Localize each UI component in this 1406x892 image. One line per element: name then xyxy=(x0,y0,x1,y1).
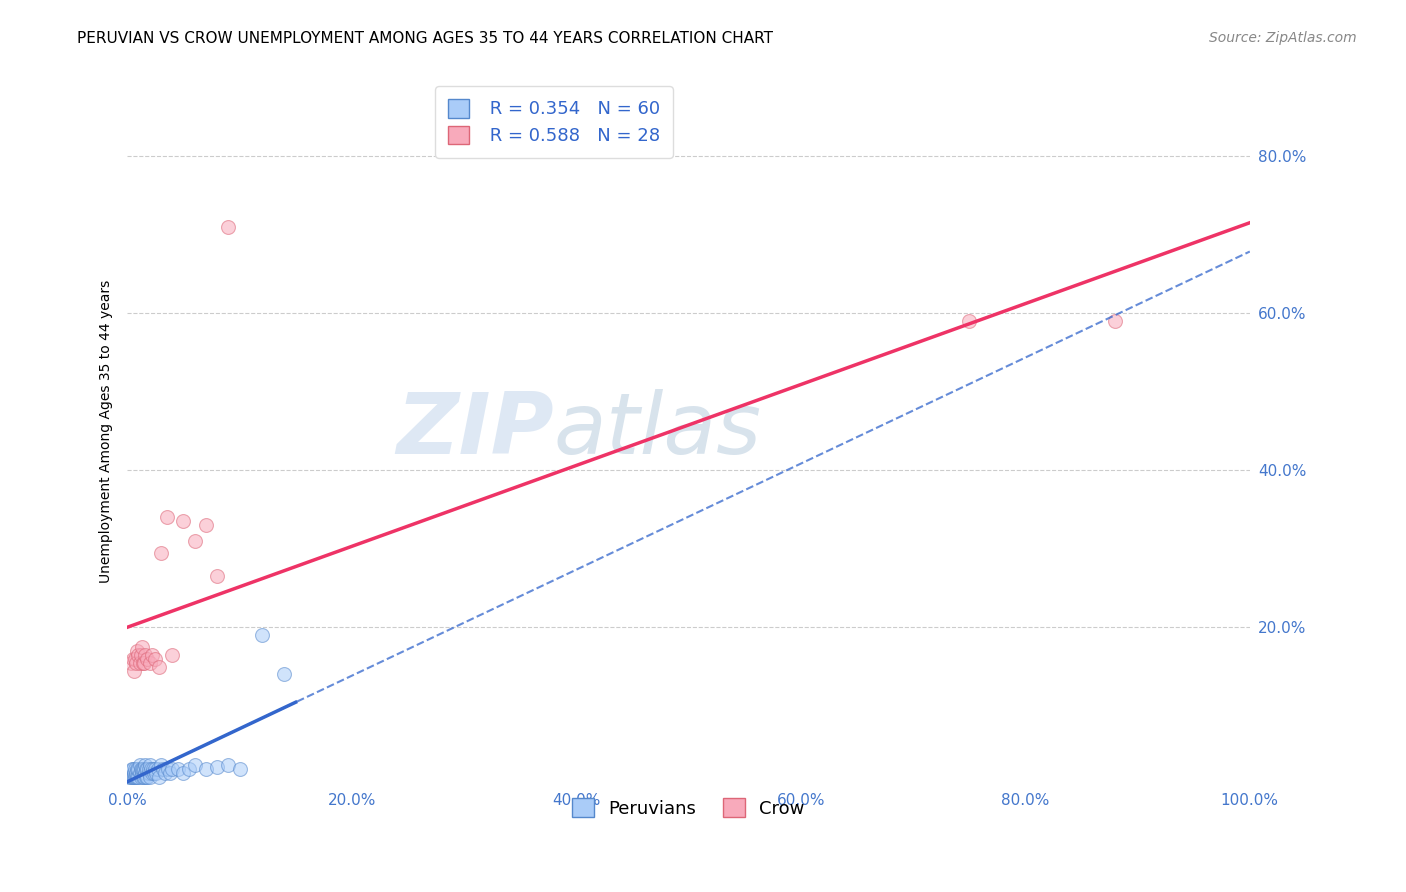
Point xyxy=(134,765,156,780)
Point xyxy=(138,770,160,784)
Point xyxy=(132,762,155,776)
Point xyxy=(128,656,150,670)
Text: PERUVIAN VS CROW UNEMPLOYMENT AMONG AGES 35 TO 44 YEARS CORRELATION CHART: PERUVIAN VS CROW UNEMPLOYMENT AMONG AGES… xyxy=(77,31,773,46)
Point xyxy=(138,765,160,780)
Point xyxy=(134,648,156,662)
Point xyxy=(127,762,149,776)
Point xyxy=(139,762,162,776)
Point xyxy=(250,628,273,642)
Point xyxy=(128,757,150,772)
Point xyxy=(127,762,149,776)
Point xyxy=(146,762,169,776)
Point xyxy=(120,656,142,670)
Point xyxy=(127,644,149,658)
Point xyxy=(127,770,149,784)
Point xyxy=(149,757,172,772)
Legend: Peruvians, Crow: Peruvians, Crow xyxy=(565,791,813,825)
Point xyxy=(125,656,148,670)
Text: atlas: atlas xyxy=(554,390,762,473)
Point xyxy=(135,770,157,784)
Point xyxy=(228,762,250,776)
Point xyxy=(121,762,143,776)
Point xyxy=(132,656,155,670)
Point xyxy=(128,765,150,780)
Point xyxy=(122,664,145,678)
Point xyxy=(205,569,228,583)
Point xyxy=(138,757,160,772)
Point xyxy=(134,757,156,772)
Point xyxy=(124,652,146,666)
Point xyxy=(132,762,155,776)
Point xyxy=(155,765,177,780)
Point xyxy=(129,762,152,776)
Point xyxy=(122,765,145,780)
Point xyxy=(149,546,172,560)
Point xyxy=(166,762,188,776)
Point xyxy=(138,656,160,670)
Point xyxy=(141,648,163,662)
Point xyxy=(957,314,980,328)
Point xyxy=(159,765,181,780)
Point xyxy=(183,757,205,772)
Point xyxy=(160,762,183,776)
Point xyxy=(136,770,159,784)
Point xyxy=(145,765,167,780)
Point xyxy=(136,762,159,776)
Point xyxy=(160,648,183,662)
Point xyxy=(132,656,155,670)
Point xyxy=(121,770,143,784)
Point xyxy=(136,652,159,666)
Point xyxy=(132,770,155,784)
Point xyxy=(194,518,217,533)
Point xyxy=(125,765,148,780)
Point xyxy=(205,760,228,774)
Point xyxy=(142,762,165,776)
Point xyxy=(124,770,146,784)
Point xyxy=(143,765,166,780)
Point xyxy=(273,667,295,681)
Point xyxy=(148,770,170,784)
Point xyxy=(121,762,143,776)
Point xyxy=(125,770,148,784)
Point xyxy=(152,762,174,776)
Point xyxy=(155,510,177,524)
Point xyxy=(132,770,155,784)
Point xyxy=(217,219,239,234)
Text: ZIP: ZIP xyxy=(396,390,554,473)
Point xyxy=(143,762,166,776)
Point xyxy=(129,770,152,784)
Point xyxy=(127,770,149,784)
Text: Source: ZipAtlas.com: Source: ZipAtlas.com xyxy=(1209,31,1357,45)
Point xyxy=(121,770,143,784)
Point xyxy=(131,640,153,654)
Point xyxy=(127,648,149,662)
Point xyxy=(177,762,200,776)
Point xyxy=(118,770,141,784)
Point xyxy=(172,514,194,528)
Point xyxy=(120,770,142,784)
Point xyxy=(143,652,166,666)
Point xyxy=(217,757,239,772)
Point xyxy=(183,533,205,548)
Point xyxy=(172,765,194,780)
Point xyxy=(131,765,153,780)
Point xyxy=(124,762,146,776)
Y-axis label: Unemployment Among Ages 35 to 44 years: Unemployment Among Ages 35 to 44 years xyxy=(100,279,114,582)
Point xyxy=(138,762,160,776)
Point xyxy=(194,762,217,776)
Point xyxy=(141,765,163,780)
Point xyxy=(122,770,145,784)
Point xyxy=(131,762,153,776)
Point xyxy=(121,652,143,666)
Point xyxy=(156,762,179,776)
Point xyxy=(148,659,170,673)
Point xyxy=(129,648,152,662)
Point xyxy=(135,762,157,776)
Point xyxy=(1104,314,1126,328)
